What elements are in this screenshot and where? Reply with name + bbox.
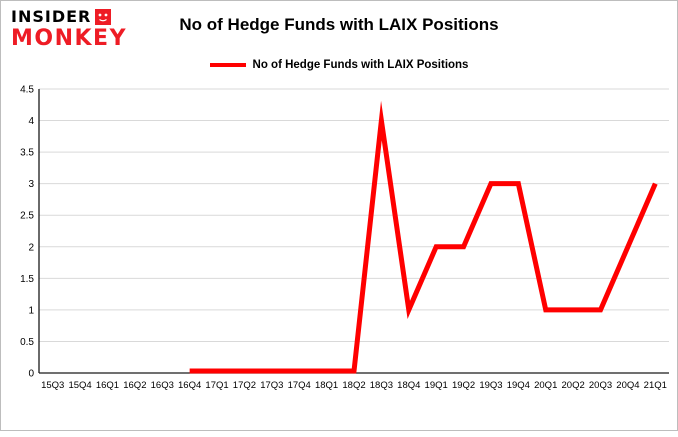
- x-tick-label: 17Q4: [288, 380, 311, 391]
- x-tick-label: 20Q1: [534, 380, 557, 391]
- logo-text-monkey: MONKEY: [11, 25, 128, 51]
- x-tick-label: 16Q2: [123, 380, 146, 391]
- chart-title: No of Hedge Funds with LAIX Positions: [179, 15, 499, 34]
- x-tick-label: 19Q4: [507, 380, 530, 391]
- x-tick-label: 18Q4: [397, 380, 420, 391]
- y-tick-label: 1.5: [20, 274, 34, 285]
- x-tick-label: 20Q2: [562, 380, 585, 391]
- x-tick-label: 17Q3: [260, 380, 283, 391]
- x-tick-label: 19Q1: [425, 380, 448, 391]
- x-tick-label: 15Q3: [41, 380, 64, 391]
- logo-line1: INSIDER: [11, 7, 127, 26]
- x-tick-label: 20Q3: [589, 380, 612, 391]
- x-tick-label: 17Q1: [205, 380, 228, 391]
- x-tick-label: 19Q3: [479, 380, 502, 391]
- y-tick-label: 2: [28, 242, 34, 253]
- x-tick-label: 20Q4: [616, 380, 639, 391]
- legend-label: No of Hedge Funds with LAIX Positions: [252, 59, 469, 71]
- x-tick-label: 15Q4: [68, 380, 91, 391]
- insider-monkey-logo: INSIDER MONKEY: [11, 7, 128, 51]
- x-tick-label: 18Q1: [315, 380, 338, 391]
- x-tick-label: 19Q2: [452, 380, 475, 391]
- y-tick-label: 4: [28, 116, 34, 127]
- x-tick-label: 21Q1: [644, 380, 667, 391]
- y-tick-label: 0: [28, 369, 34, 380]
- x-tick-label: 17Q2: [233, 380, 256, 391]
- y-tick-label: 4.5: [20, 85, 34, 96]
- series-line: [189, 100, 658, 374]
- y-tick-label: 3: [28, 179, 34, 190]
- x-tick-label: 16Q4: [178, 380, 201, 391]
- x-tick-label: 18Q2: [342, 380, 365, 391]
- logo-text-insider: INSIDER: [11, 7, 92, 26]
- y-tick-label: 3.5: [20, 148, 34, 159]
- y-tick-label: 0.5: [20, 337, 34, 348]
- monkey-face-icon: [95, 9, 112, 26]
- y-tick-label: 1: [28, 305, 34, 316]
- y-tick-label: 2.5: [20, 211, 34, 222]
- chart-legend: No of Hedge Funds with LAIX Positions: [1, 59, 677, 71]
- chart-svg: 0 0.5 1 1.5 2 2.5 3 3.5 4 4.5 15Q3 15Q4 16Q1 16Q2 16Q3…: [20, 85, 669, 391]
- x-tick-label: 18Q3: [370, 380, 393, 391]
- x-tick-label: 16Q1: [96, 380, 119, 391]
- x-tick-label: 16Q3: [151, 380, 174, 391]
- chart-area: 0 0.5 1 1.5 2 2.5 3 3.5 4 4.5 15Q3 15Q4 16Q1 16Q2 16Q3…: [1, 81, 678, 432]
- legend-line-swatch: [209, 63, 246, 67]
